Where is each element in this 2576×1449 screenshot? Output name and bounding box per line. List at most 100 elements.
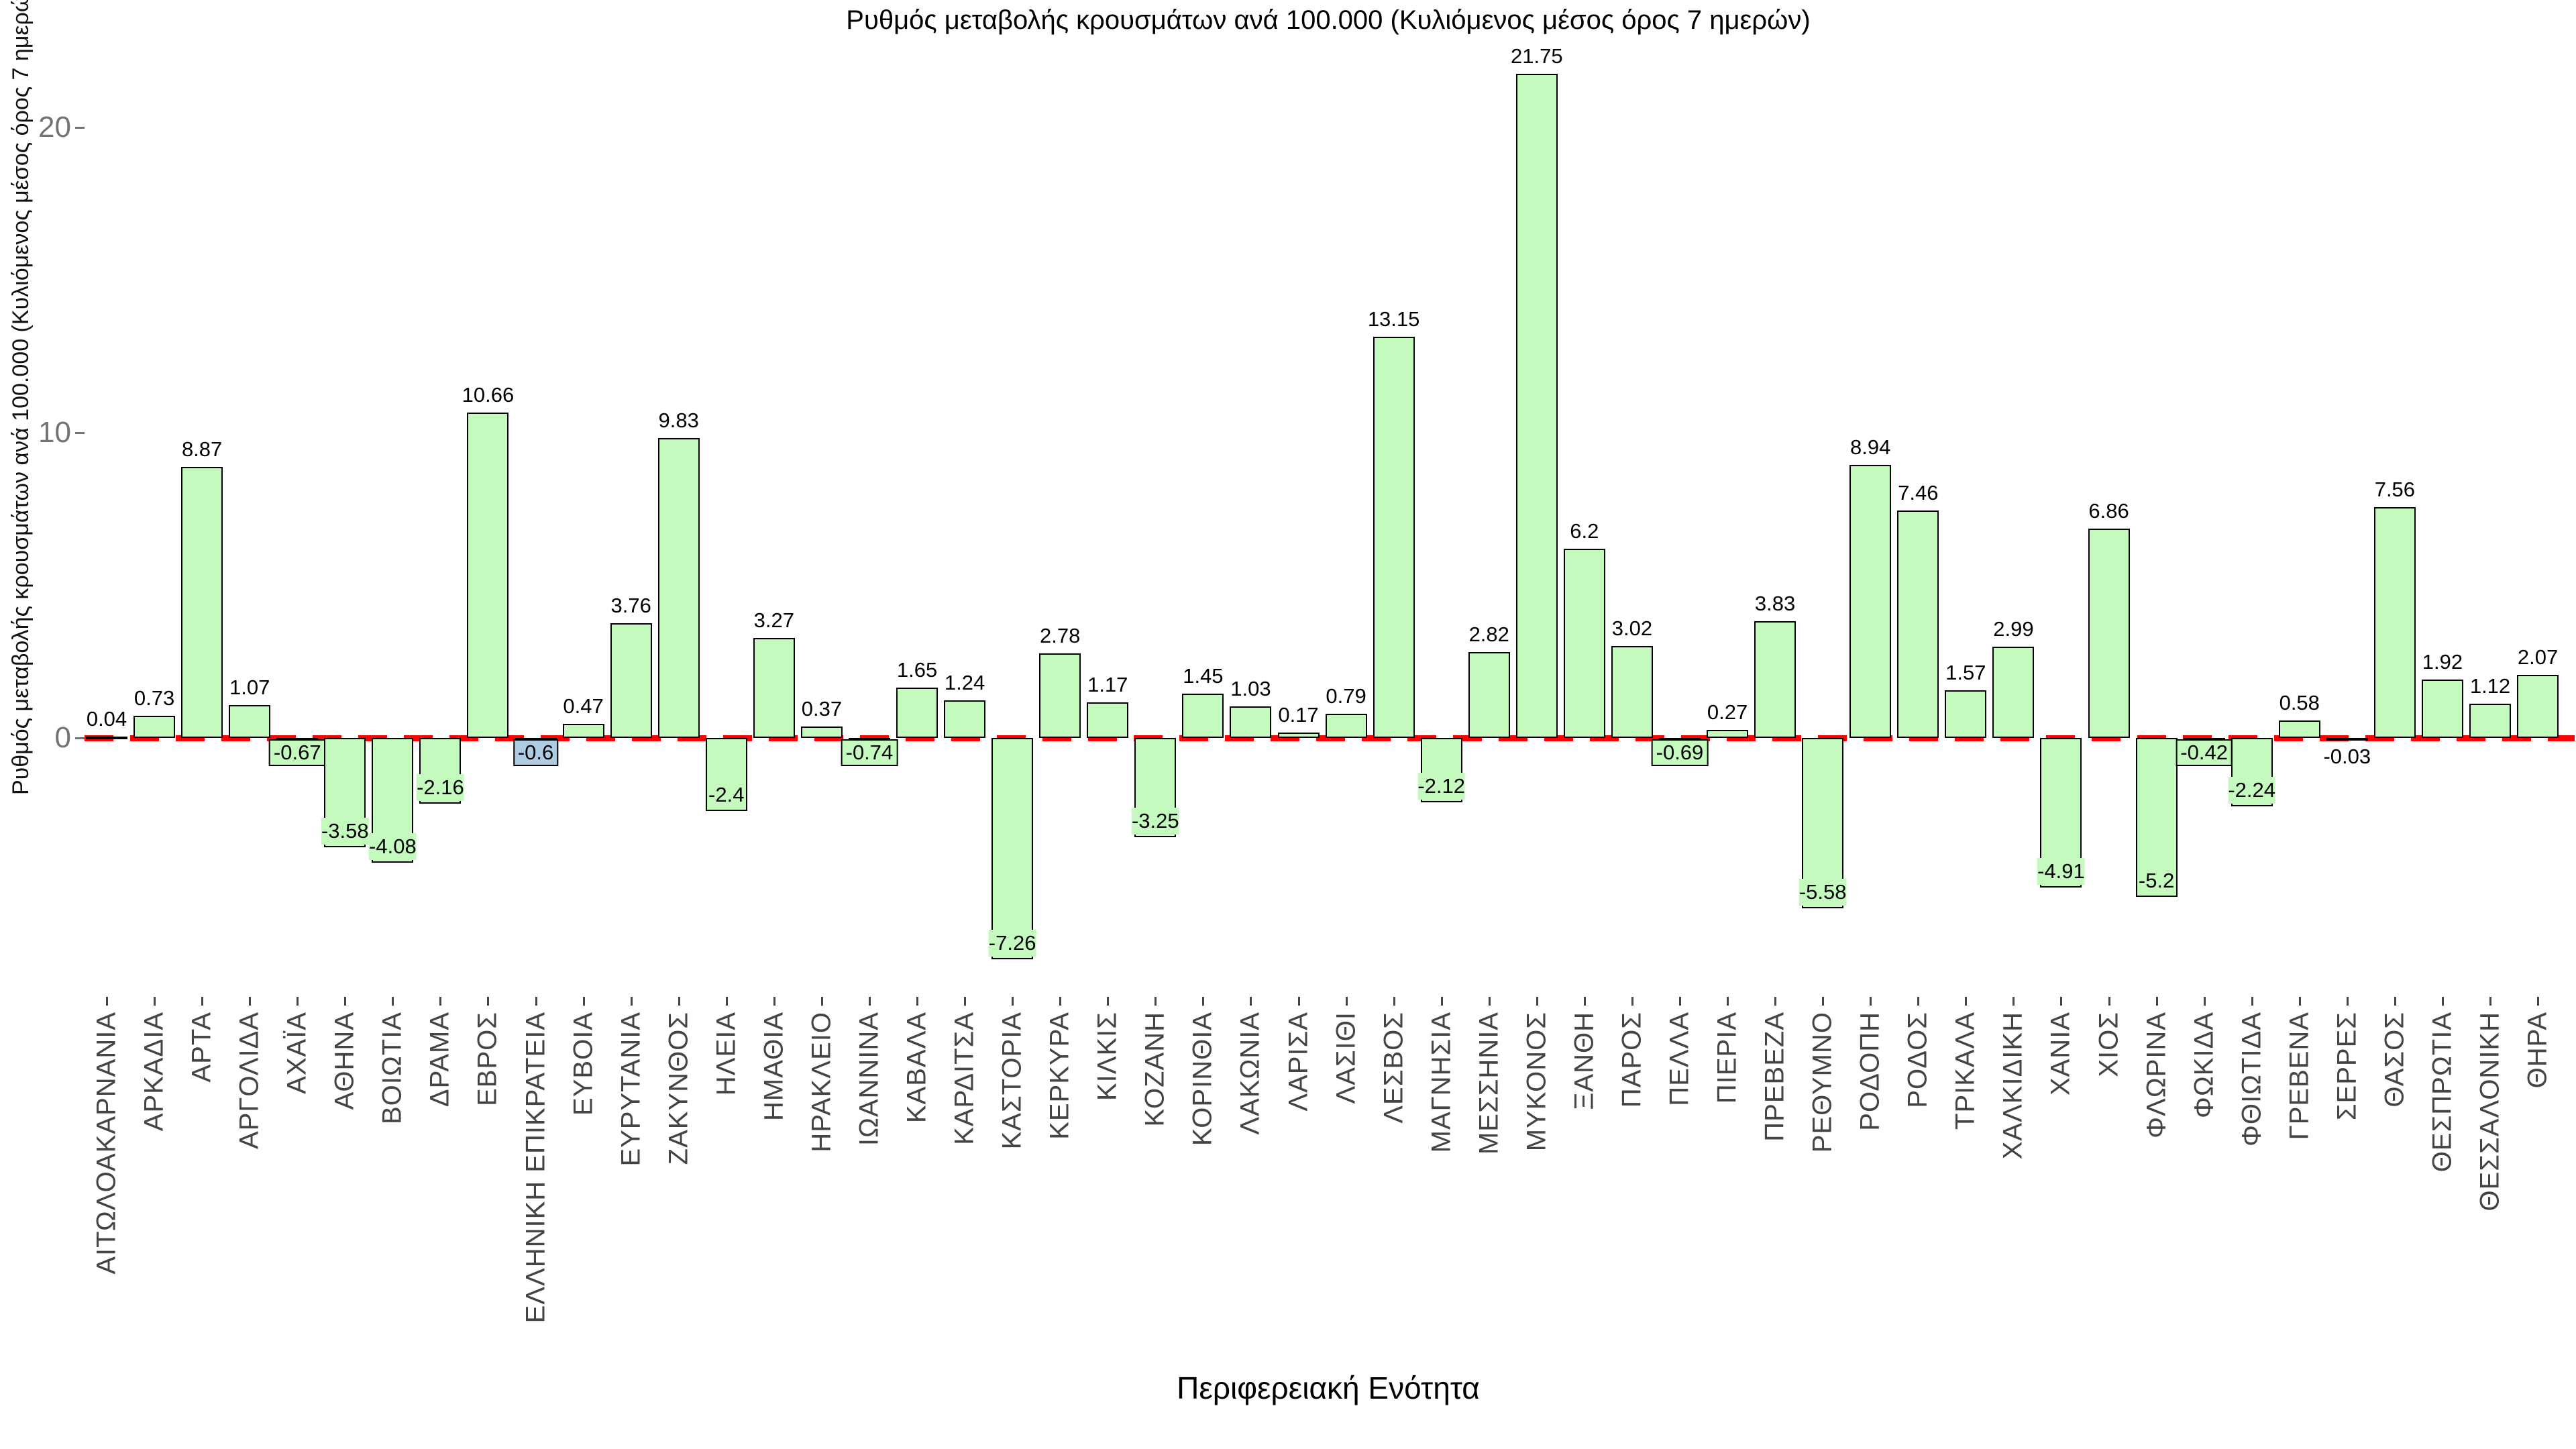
x-tick-mark: [1107, 997, 1110, 1006]
category-label: ΛΑΣΙΘΙ: [1331, 1012, 1361, 1104]
x-tick-mark: [1536, 997, 1538, 1006]
category-label: ΠΕΛΛΑ: [1664, 1012, 1695, 1106]
bar: [1277, 733, 1320, 738]
category-label: ΦΛΩΡΙΝΑ: [2141, 1012, 2171, 1138]
bar-value-label: 0.27: [1707, 700, 1748, 724]
bar: [1230, 706, 1272, 738]
bar-value-label: 3.83: [1754, 591, 1796, 615]
category-label: ΧΑΛΚΙΔΙΚΗ: [1998, 1012, 2028, 1160]
bar: [562, 723, 604, 738]
x-tick-mark: [2060, 997, 2063, 1006]
bar-value-label: 3.76: [610, 593, 651, 617]
bar-value-label: 6.2: [1570, 519, 1599, 543]
bar-value-label: 0.37: [801, 697, 843, 721]
category-label: ΛΑΡΙΣΑ: [1283, 1012, 1313, 1112]
bar: [1468, 651, 1510, 738]
x-tick-mark: [2251, 997, 2253, 1006]
category-label: ΦΩΚΙΔΑ: [2189, 1012, 2219, 1119]
category-label: ΙΩΑΝΝΙΝΑ: [854, 1012, 884, 1146]
category-label: ΠΑΡΟΣ: [1617, 1012, 1647, 1108]
category-label: ΚΟΖΑΝΗ: [1140, 1012, 1170, 1127]
x-tick-mark: [1727, 997, 1729, 1006]
bar: [800, 727, 843, 738]
category-label: ΗΛΕΙΑ: [711, 1012, 741, 1096]
category-label: ΦΘΙΩΤΙΔΑ: [2237, 1012, 2267, 1146]
y-tick-label: 10: [38, 416, 71, 449]
category-label: ΗΡΑΚΛΕΙΟ: [806, 1012, 837, 1152]
x-tick-mark: [630, 997, 633, 1006]
bar-value-label: -0.03: [2323, 745, 2371, 768]
x-tick-mark: [678, 997, 680, 1006]
chart-title: Ρυθμός μεταβολής κρουσμάτων ανά 100.000 …: [846, 5, 1811, 35]
y-tick-mark: [75, 737, 85, 739]
bar-value-label: 1.45: [1183, 664, 1224, 688]
x-tick-mark: [1678, 997, 1681, 1006]
x-tick-mark: [2298, 997, 2301, 1006]
bar: [133, 715, 176, 738]
category-label: ΜΥΚΟΝΟΣ: [1521, 1012, 1552, 1152]
bar-value-label: 0.79: [1326, 684, 1366, 708]
x-tick-mark: [1631, 997, 1633, 1006]
bar: [2088, 528, 2130, 738]
bar: [2469, 704, 2511, 738]
bar-value-label: 2.82: [1468, 622, 1509, 646]
category-label: ΠΡΕΒΕΖΑ: [1760, 1012, 1790, 1142]
category-label: ΘΕΣΣΑΛΟΝΙΚΗ: [2475, 1012, 2505, 1212]
category-label: ΑΘΗΝΑ: [329, 1012, 360, 1110]
x-tick-mark: [1250, 997, 1252, 1006]
x-tick-mark: [1917, 997, 1920, 1006]
category-label: ΘΑΣΟΣ: [2379, 1012, 2410, 1108]
category-label: ΖΑΚΥΝΘΟΣ: [663, 1012, 694, 1165]
bar: [657, 437, 700, 738]
x-tick-mark: [773, 997, 775, 1006]
x-tick-mark: [2489, 997, 2491, 1006]
x-axis-title: Περιφερειακή Ενότητα: [1177, 1371, 1480, 1405]
bar-value-label: 21.75: [1511, 44, 1563, 68]
x-tick-mark: [297, 997, 299, 1006]
x-tick-mark: [1202, 997, 1205, 1006]
bar-value-label: 1.17: [1087, 672, 1128, 696]
zero-reference-line: [85, 735, 2575, 741]
category-label: ΜΕΣΣΗΝΙΑ: [1474, 1012, 1504, 1155]
category-label: ΠΙΕΡΙΑ: [1712, 1012, 1742, 1104]
bar-value-label: 1.03: [1230, 677, 1271, 701]
x-tick-mark: [868, 997, 871, 1006]
bar-value-label: -5.2: [2138, 867, 2175, 894]
x-tick-mark: [1774, 997, 1777, 1006]
x-tick-mark: [964, 997, 967, 1006]
x-tick-mark: [1155, 997, 1157, 1006]
category-label: ΘΗΡΑ: [2522, 1012, 2553, 1089]
x-tick-mark: [1059, 997, 1062, 1006]
x-tick-mark: [2108, 997, 2110, 1006]
bar: [1039, 653, 1081, 738]
category-label: ΚΑΣΤΟΡΙΑ: [997, 1012, 1027, 1150]
category-label: ΚΟΡΙΝΘΙΑ: [1187, 1012, 1218, 1146]
bar: [610, 623, 652, 738]
bar-value-label: 0.17: [1278, 703, 1319, 727]
bar-value-label: 1.12: [2469, 674, 2511, 698]
bar-value-label: 1.57: [1945, 660, 1986, 684]
bar-value-label: 3.27: [753, 608, 794, 633]
bar-value-label: -7.26: [988, 930, 1036, 957]
category-label: ΚΕΡΚΥΡΑ: [1044, 1012, 1075, 1140]
bar: [2421, 679, 2463, 738]
bar-value-label: 0.58: [2279, 690, 2320, 714]
category-label: ΕΥΡΥΤΑΝΙΑ: [616, 1012, 646, 1167]
bar: [86, 737, 127, 740]
x-tick-mark: [392, 997, 394, 1006]
bar: [1563, 548, 1605, 738]
bar: [2278, 720, 2320, 738]
category-label: ΞΑΝΘΗ: [1569, 1012, 1599, 1110]
y-tick-mark: [75, 127, 85, 129]
bar-value-label: -2.24: [2228, 776, 2276, 804]
bar: [1515, 74, 1558, 738]
x-tick-mark: [916, 997, 919, 1006]
bar: [1373, 336, 1415, 738]
bar: [1945, 690, 1987, 738]
bar-value-label: -4.08: [369, 833, 417, 860]
bar-value-label: -4.91: [2037, 858, 2085, 885]
bar-value-label: -0.6: [513, 739, 559, 766]
bar-value-label: -2.16: [417, 774, 464, 802]
x-tick-mark: [2346, 997, 2349, 1006]
